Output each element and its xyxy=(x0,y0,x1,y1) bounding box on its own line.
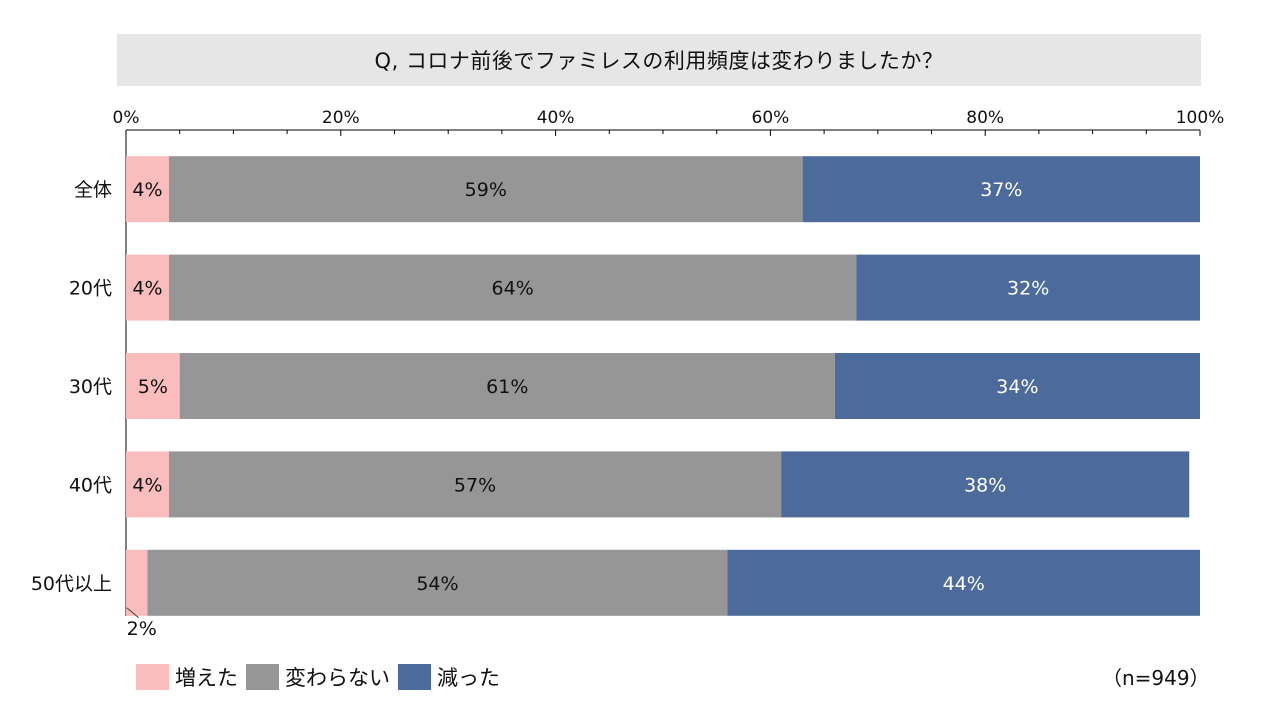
bar-segment xyxy=(147,549,728,616)
legend-swatch-decreased xyxy=(398,664,431,690)
x-tick-label: 40% xyxy=(537,108,575,128)
data-label: 64% xyxy=(492,278,534,300)
bar-segment xyxy=(126,451,169,518)
x-tick-label: 20% xyxy=(322,108,360,128)
data-label: 59% xyxy=(465,179,507,201)
data-label: 54% xyxy=(416,573,458,595)
x-tick-label: 100% xyxy=(1176,108,1225,128)
category-label: 30代 xyxy=(69,376,112,398)
bar-segment xyxy=(168,156,803,223)
legend-swatch-unchanged xyxy=(246,664,279,690)
bar-segment xyxy=(126,254,169,321)
data-label: 4% xyxy=(132,474,162,496)
legend-item-unchanged: 変わらない xyxy=(246,662,390,692)
legend-label-decreased: 減った xyxy=(437,666,500,690)
data-label: 32% xyxy=(1007,278,1049,300)
legend-label-unchanged: 変わらない xyxy=(285,666,390,690)
legend-label-increased: 増えた xyxy=(175,666,238,690)
x-tick-label: 60% xyxy=(752,108,790,128)
data-label: 61% xyxy=(486,376,528,398)
bar-segment xyxy=(126,156,169,223)
data-label-leader xyxy=(126,607,140,619)
data-label: 5% xyxy=(138,376,168,398)
chart-legend: 増えた 変わらない 減った xyxy=(136,662,508,692)
bar-segment xyxy=(126,549,148,616)
bar-segment xyxy=(168,451,782,518)
chart-title-box: Q, コロナ前後でファミレスの利用頻度は変わりましたか？ xyxy=(117,34,1201,86)
data-label: 4% xyxy=(132,179,162,201)
chart-title: Q, コロナ前後でファミレスの利用頻度は変わりましたか？ xyxy=(374,49,944,73)
data-label: 34% xyxy=(996,376,1038,398)
data-label: 37% xyxy=(980,179,1022,201)
legend-swatch-increased xyxy=(136,664,169,690)
bar-segment xyxy=(179,353,835,419)
bar-segment xyxy=(727,549,1200,616)
x-tick-label: 0% xyxy=(113,108,140,128)
data-label: 38% xyxy=(964,474,1006,496)
x-tick-label: 80% xyxy=(966,108,1004,128)
bar-segment xyxy=(834,353,1200,419)
sample-size-note: （n=949） xyxy=(1102,666,1210,690)
bar-segment xyxy=(126,353,180,419)
data-label: 44% xyxy=(943,573,985,595)
data-label: 57% xyxy=(454,474,496,496)
category-label: 全体 xyxy=(74,179,112,201)
data-label: 4% xyxy=(132,278,162,300)
category-label: 50代以上 xyxy=(31,573,112,595)
data-label: 2% xyxy=(127,618,157,640)
category-label: 20代 xyxy=(69,278,112,300)
legend-item-decreased: 減った xyxy=(398,662,500,692)
legend-item-increased: 増えた xyxy=(136,662,238,692)
bar-segment xyxy=(802,156,1200,223)
category-label: 40代 xyxy=(69,474,112,496)
bar-segment xyxy=(168,254,857,321)
bar-segment xyxy=(856,254,1200,321)
bar-segment xyxy=(781,451,1190,518)
